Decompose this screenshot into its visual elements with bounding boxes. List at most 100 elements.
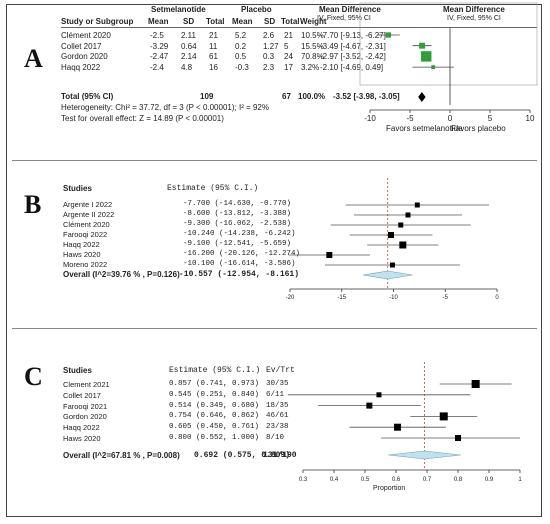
col-sd-1: SD [183,17,195,26]
forest-plot-a-graphic: -10 -5 0 5 10 [359,2,538,123]
c-row-1-name: Collet 2017 [63,390,101,400]
b-point-0 [414,202,420,208]
a-tick-label-1: -5 [406,114,414,123]
a-row-1-n2: 5 [284,41,289,51]
header-effect-sub: IV, Fixed, 95% CI [317,15,371,22]
b-row-0-ci: -7.700 (-14.630, -0.770) [183,200,292,208]
b-point-2 [398,222,404,228]
c-xlabel: Proportion [373,485,406,492]
a-row-0-sd2: 2.6 [263,31,275,40]
a-row-1-weight: 15.5% [301,41,324,51]
a-row-0-n1: 21 [209,31,218,40]
total-label: Total (95% CI) [61,92,114,101]
col-mean-2: Mean [232,17,253,26]
a-row-1-sd1: 0.64 [181,41,197,51]
a-row-1-m2: 0.2 [235,41,247,51]
a-row-0-m1: -2.5 [150,31,164,40]
c-point-5 [455,435,461,441]
overall-effect-text: Test for overall effect: Z = 14.89 (P < … [61,114,224,123]
c-row-3-events: 46/61 [266,412,289,421]
c-tick-label-2: 0.5 [361,477,370,483]
total-ci: -3.52 [-3.98, -3.05] [333,92,400,101]
a-row-2-sd2: 0.3 [263,52,275,62]
b-row-5-ci: -16.200 (-20.126, -12.274) [183,250,301,258]
col-sd-2: SD [264,17,276,26]
col-total-1: Total [206,17,225,26]
a-row-0-sd1: 2.11 [181,31,196,40]
c-point-2 [366,402,373,409]
c-row-3-name: Gordon 2020 [63,412,107,422]
a-point-3 [431,65,436,69]
c-point-0 [471,380,480,388]
a-tick-label-2: 0 [448,114,453,123]
header-plot-sub: IV, Fixed, 95% CI [447,15,501,22]
a-row-2-ci_text: -2.97 [-3.52, -2.42] [320,52,386,62]
c-overall-events: 131/190 [263,451,297,460]
col-mean-1: Mean [148,17,169,26]
a-row-1-n1: 11 [209,41,218,51]
separator-ab [12,160,537,161]
a-total-diamond [418,92,426,102]
c-row-4-name: Haqq 2022 [63,423,100,433]
b-row-6-name: Moreno 2022 [63,260,108,269]
b-tick-label-1: -15 [337,295,346,301]
c-row-5-events: 8/10 [266,434,285,442]
c-point-4 [394,423,402,431]
separator-bc [12,328,537,329]
c-tick-label-5: 0.8 [454,477,463,483]
c-row-2-events: 18/35 [266,401,289,410]
a-row-3-m1: -2.4 [150,63,164,73]
a-tick-label-4: 10 [526,114,535,123]
b-point-6 [389,262,395,268]
c-row-0-name: Clement 2021 [63,380,110,389]
a-row-3-sd1: 4.8 [181,63,193,73]
a-row-1-m1: -3.29 [150,41,169,51]
b-row-1-ci: -8.600 (-13.812, -3.388) [183,210,292,218]
c-tick-label-1: 0.4 [330,477,339,483]
col-weight: Weight [300,17,327,26]
b-row-6-ci: -10.100 (-16.614, -3.586) [183,260,296,268]
c-point-3 [439,412,448,421]
a-row-2-n1: 61 [209,52,218,62]
a-point-0 [385,32,392,38]
b-tick-label-2: -10 [389,295,398,301]
header-experimental: Setmelanotide [151,5,206,14]
favors-left: Favors setmelanotide [386,124,463,133]
b-point-3 [388,232,395,238]
c-point-1 [376,392,382,398]
a-row-2-name: Gordon 2020 [61,52,108,62]
c-header-studies: Studies [63,366,92,375]
b-point-5 [326,252,333,258]
c-row-2-ci: 0.514 (0.349, 0.680) [169,401,260,410]
header-effect: Mean Difference [319,5,381,14]
c-row-0-events: 30/35 [266,380,289,388]
c-tick-label-4: 0.7 [423,477,432,483]
c-overall-ci: 0.692 (0.575, 0.809) [194,451,291,460]
b-tick-label-4: 0 [495,295,499,301]
a-row-0-ci_text: -7.70 [-9.13, -6.27] [320,31,386,40]
c-row-0-ci: 0.857 (0.741, 0.973) [169,380,260,388]
b-row-4-name: Haqq 2022 [63,240,100,249]
total-n1: 109 [200,92,214,101]
forest-plot-b-graphic: -20 -15 -10 -5 0 [286,178,499,301]
b-row-5-name: Haws 2020 [63,250,101,259]
c-tick-label-3: 0.6 [392,477,401,483]
b-header-estimate: Estimate (95% C.I.) [167,184,259,193]
a-row-3-weight: 3.2% [301,63,320,73]
a-row-3-n2: 17 [284,63,293,73]
favors-right: Favors placebo [451,124,506,133]
a-row-0-n2: 21 [284,31,293,40]
c-overall-diamond [388,450,461,460]
a-row-2-m2: 0.5 [235,52,247,62]
a-row-3-m2: -0.3 [235,63,249,73]
c-header-events: Ev/Trt [266,366,295,375]
c-tick-label-7: 1 [518,477,522,483]
b-row-4-ci: -9.100 (-12.541, -5.659) [183,240,292,248]
c-row-4-events: 23/38 [266,423,289,432]
plot-a-box [359,2,538,86]
c-header-estimate: Estimate (95% C.I.) [169,366,261,375]
b-tick-label-0: -20 [286,295,295,301]
c-row-1-events: 6/11 [266,390,285,399]
col-total-2: Total [281,17,300,26]
a-row-3-n1: 16 [209,63,218,73]
